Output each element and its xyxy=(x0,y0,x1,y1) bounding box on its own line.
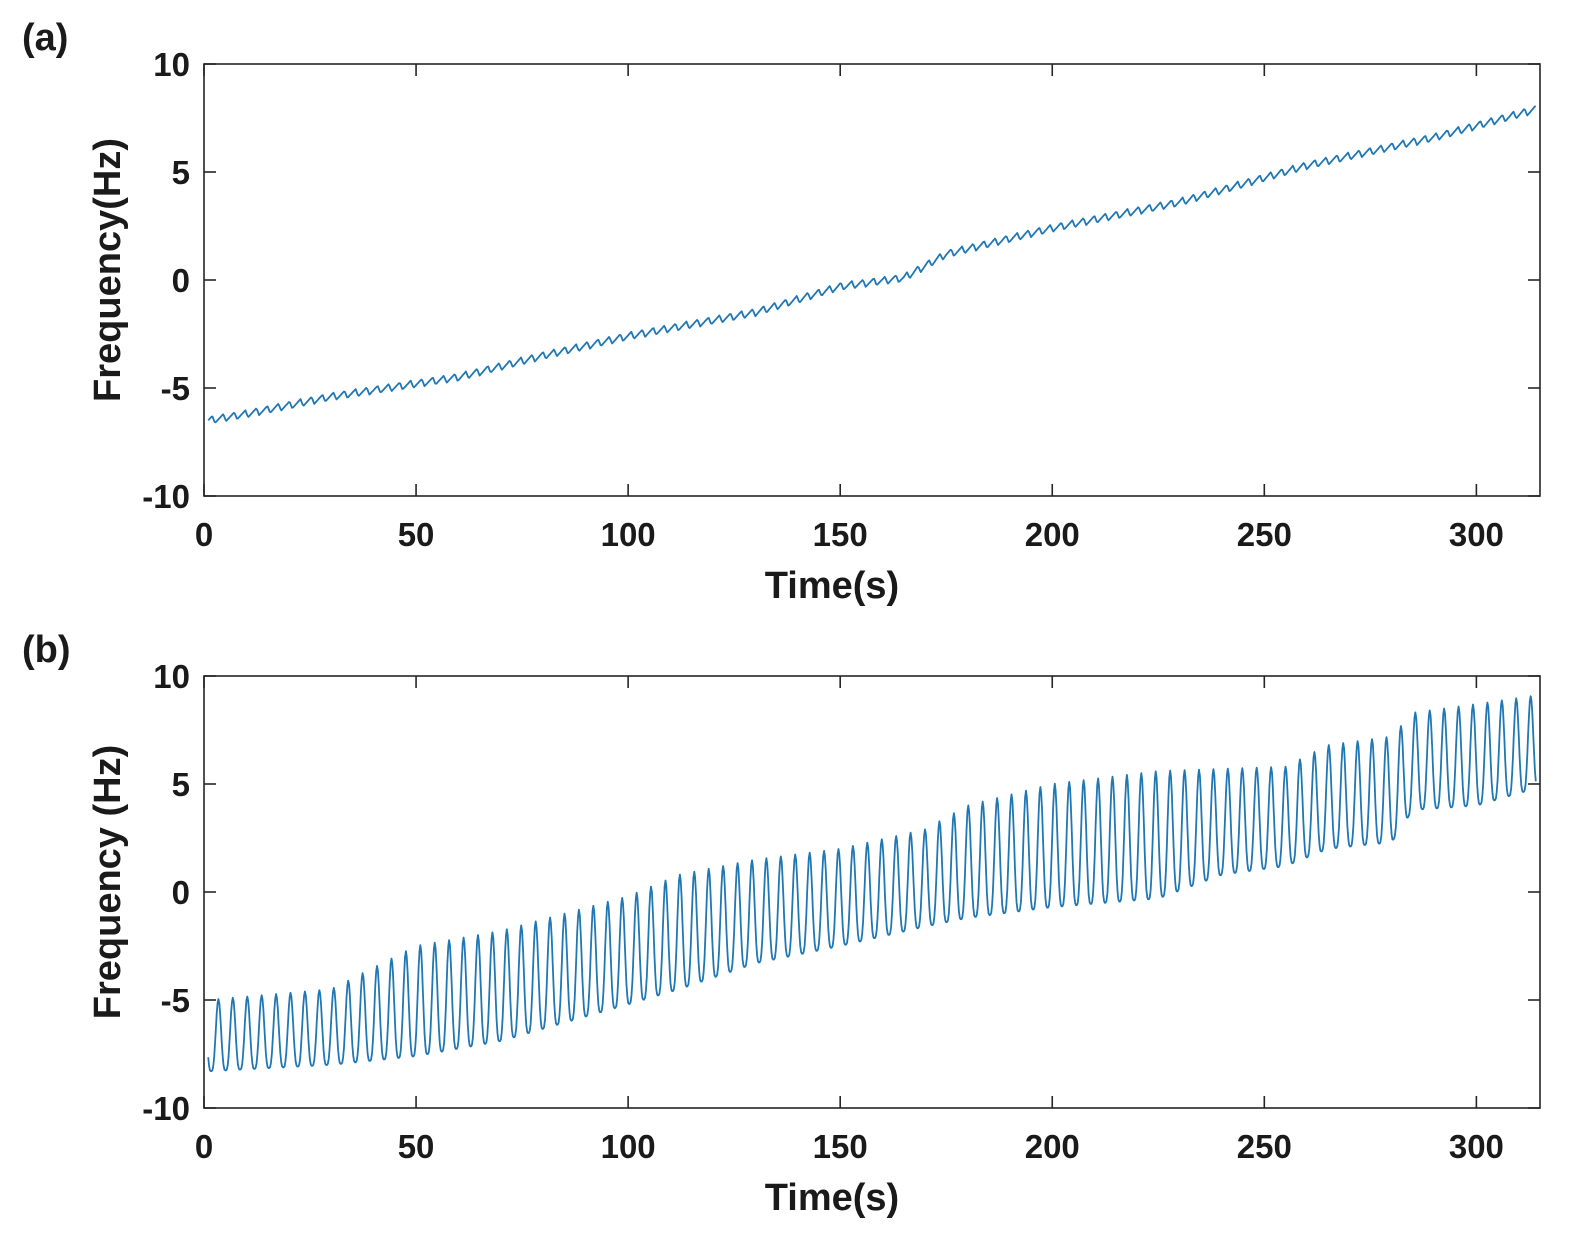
x-tick-label: 150 xyxy=(813,1128,868,1165)
x-tick-label: 300 xyxy=(1449,1128,1504,1165)
chart-b: 0 50 100 150 200 250 300 -10 -5 0 5 10 Time(s) Freque… xyxy=(87,658,1541,1219)
y-tick-label: -5 xyxy=(161,982,190,1019)
y-axis-label: Frequency(Hz) xyxy=(87,138,129,402)
x-tick-label: 100 xyxy=(601,1128,656,1165)
x-axis-label: Time(s) xyxy=(765,1177,899,1219)
panel-label-b: (b) xyxy=(22,629,71,671)
x-tick-label: 50 xyxy=(398,516,435,553)
y-tick-label: 0 xyxy=(172,262,190,299)
chart-a: 0 50 100 150 200 250 300 -10 -5 0 5 10 Time(s) Freque… xyxy=(87,46,1541,607)
x-tick-label: 0 xyxy=(195,516,213,553)
x-tick-label: 50 xyxy=(398,1128,435,1165)
x-tick-label: 250 xyxy=(1237,1128,1292,1165)
y-tick-label: -10 xyxy=(142,478,190,515)
y-tick-label: 5 xyxy=(172,154,190,191)
x-axis-label: Time(s) xyxy=(765,565,899,607)
y-tick-label: 0 xyxy=(172,874,190,911)
x-tick-label: 300 xyxy=(1449,516,1504,553)
panel-label-a: (a) xyxy=(22,17,68,59)
x-tick-label: 200 xyxy=(1025,516,1080,553)
y-tick-label: -10 xyxy=(142,1090,190,1127)
axes-box xyxy=(203,675,1541,1109)
y-tick-label: 10 xyxy=(153,46,190,83)
x-tick-label: 200 xyxy=(1025,1128,1080,1165)
x-tick-label: 0 xyxy=(195,1128,213,1165)
x-tick-label: 100 xyxy=(601,516,656,553)
y-tick-label: 10 xyxy=(153,658,190,695)
x-tick-label: 250 xyxy=(1237,516,1292,553)
y-tick-label: -5 xyxy=(161,370,190,407)
series-line xyxy=(207,105,1537,424)
series-line xyxy=(207,695,1537,1072)
x-tick-label: 150 xyxy=(813,516,868,553)
y-tick-label: 5 xyxy=(172,766,190,803)
y-axis-label: Frequency (Hz) xyxy=(87,745,129,1019)
